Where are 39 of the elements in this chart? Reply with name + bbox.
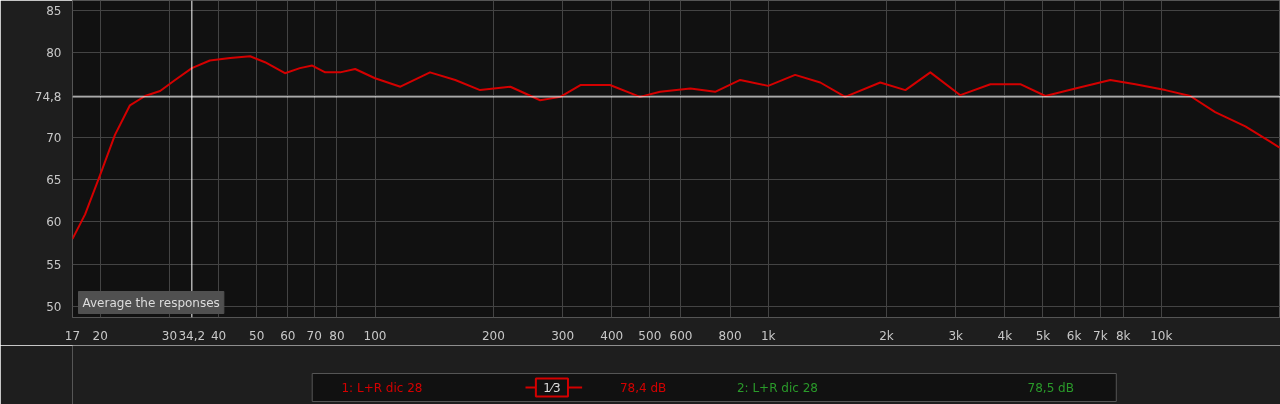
- ref-line-label: 34,2: [178, 328, 206, 343]
- x-tick-label: 800: [718, 328, 742, 343]
- x-tick-label: 300: [551, 328, 575, 343]
- ref-line-label: 74,8: [34, 90, 62, 105]
- x-tick-label: 60: [280, 328, 296, 343]
- x-tick-label: 2k: [879, 328, 894, 343]
- x-tick-label: 200: [481, 328, 505, 343]
- x-tick-label: 80: [329, 328, 345, 343]
- x-tick-label: 8k: [1115, 328, 1131, 343]
- x-tick-label: 40: [210, 328, 227, 343]
- text: 1: L+R dic 28: [341, 380, 423, 395]
- x-tick-label: 50: [249, 328, 265, 343]
- y-tick-label: 65: [46, 173, 62, 188]
- x-tick-label: 17: [64, 328, 81, 343]
- y-tick-label: 80: [46, 46, 62, 61]
- text: 78,5 dB: [1027, 380, 1074, 395]
- y-tick-label: 60: [46, 215, 62, 230]
- y-tick-label: 70: [46, 130, 62, 145]
- x-tick-label: 4k: [997, 328, 1013, 343]
- x-tick-label: 5k: [1035, 328, 1051, 343]
- x-tick-label: 400: [600, 328, 624, 343]
- y-tick-label: 50: [46, 300, 62, 315]
- x-tick-label: 30: [161, 328, 178, 343]
- x-tick-label: 10k: [1150, 328, 1173, 343]
- x-tick-label: 100: [363, 328, 387, 343]
- x-tick-label: 500: [638, 328, 662, 343]
- x-tick-label: 6k: [1066, 328, 1082, 343]
- x-tick-label: 3k: [948, 328, 964, 343]
- x-tick-label: 600: [669, 328, 693, 343]
- x-tick-label: 70: [306, 328, 322, 343]
- text: 78,4 dB: [619, 380, 667, 395]
- y-tick-label: 55: [46, 257, 62, 272]
- x-tick-label: 7k: [1093, 328, 1108, 343]
- y-tick-label: 85: [46, 4, 62, 19]
- x-tick-label: 20: [92, 328, 108, 343]
- x-tick-label: 1k: [760, 328, 776, 343]
- annotation: Average the responses: [82, 295, 220, 310]
- text: 2: L+R dic 28: [736, 380, 818, 395]
- text: 1⁄3: [543, 380, 561, 395]
